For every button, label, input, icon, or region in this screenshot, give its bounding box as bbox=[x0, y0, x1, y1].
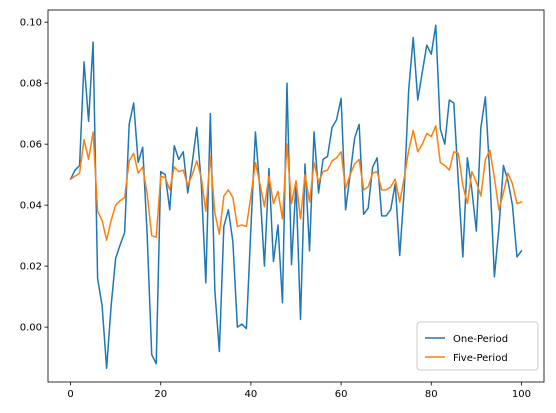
y-tick-label: 0.04 bbox=[20, 201, 42, 212]
y-tick-label: 0.08 bbox=[20, 79, 42, 90]
y-axis: 0.00 0.02 0.04 0.06 0.08 0.10 bbox=[20, 18, 48, 334]
series-line-five-period bbox=[69, 125, 523, 241]
legend: One-Period Five-Period bbox=[416, 321, 539, 371]
x-tick-label: 60 bbox=[335, 389, 348, 400]
y-tick-label: 0.10 bbox=[20, 18, 42, 29]
x-tick-label: 100 bbox=[512, 389, 531, 400]
y-tick-label: 0.02 bbox=[20, 262, 42, 273]
axes-frame bbox=[47, 9, 545, 383]
y-tick-label: 0.06 bbox=[20, 140, 42, 151]
x-tick-label: 20 bbox=[154, 389, 167, 400]
legend-label-one-period: One-Period bbox=[453, 334, 508, 345]
x-tick-label: 80 bbox=[425, 389, 438, 400]
x-tick-label: 40 bbox=[245, 389, 258, 400]
x-tick-label: 0 bbox=[67, 389, 73, 400]
series-layer bbox=[69, 24, 523, 370]
x-axis: 0 20 40 60 80 100 bbox=[67, 382, 531, 400]
y-tick-label: 0.00 bbox=[20, 323, 42, 334]
legend-box bbox=[416, 321, 539, 371]
legend-label-five-period: Five-Period bbox=[453, 353, 508, 364]
